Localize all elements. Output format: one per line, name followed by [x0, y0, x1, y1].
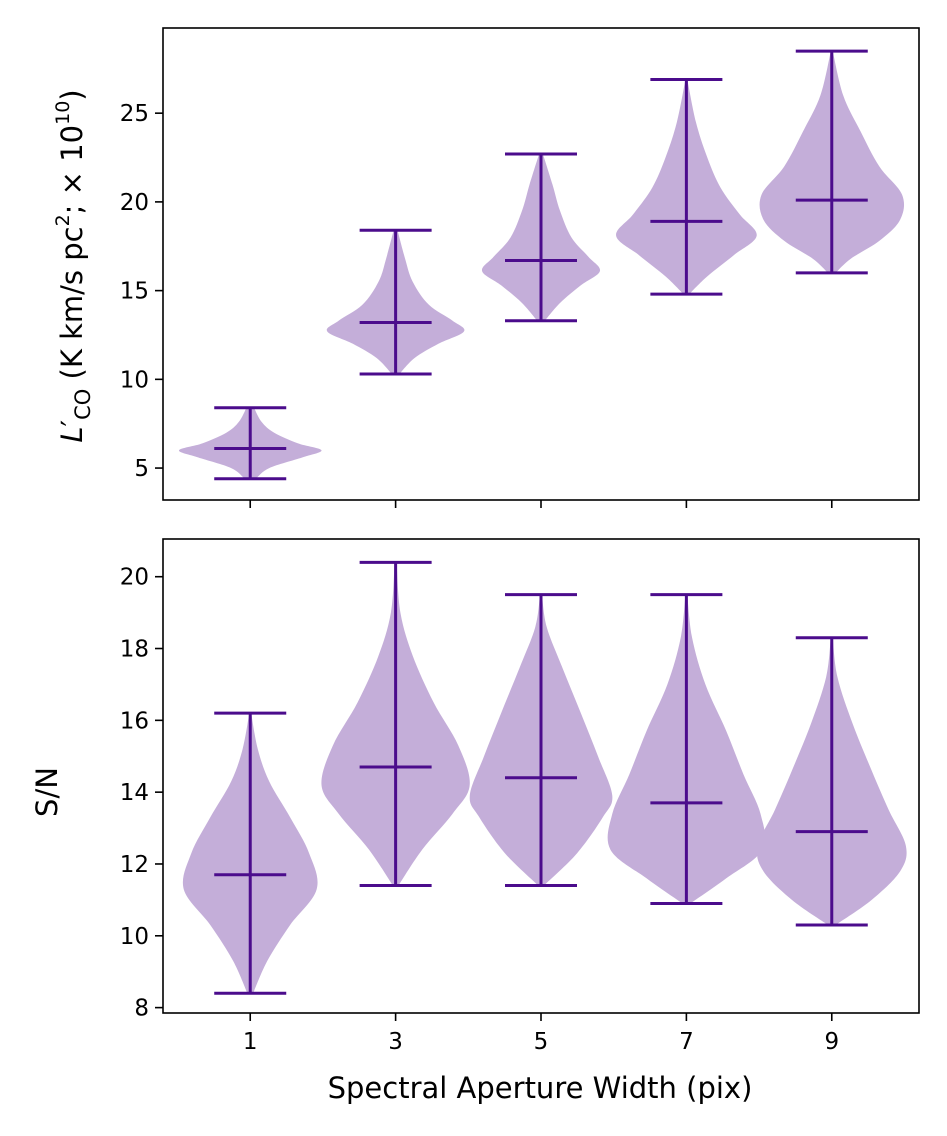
signal-to-noise-axes-frame	[162, 538, 920, 1014]
signal-to-noise-y-tick-label: 18	[120, 637, 149, 663]
luminosity-panel: 5 10 15 20 25 L′CO (K km/s pc2; × 1010)	[52, 27, 920, 508]
signal-to-noise-y-tick-label: 12	[120, 852, 149, 878]
x-tick-label: 3	[388, 1029, 403, 1055]
signal-to-noise-y-tick-label: 8	[134, 996, 149, 1022]
luminosity-y-tick-label: 10	[120, 367, 149, 393]
luminosity-y-axis-label: L′CO (K km/s pc2; × 1010)	[52, 89, 95, 442]
signal-to-noise-y-axis-label: S/N	[30, 767, 64, 817]
signal-to-noise-y-tick-label: 16	[120, 708, 149, 734]
luminosity-y-ticks: 5 10 15 20 25	[120, 101, 163, 482]
signal-to-noise-y-tick-label: 10	[120, 924, 149, 950]
x-tick-label: 5	[534, 1029, 549, 1055]
signal-to-noise-violins	[182, 560, 907, 995]
luminosity-x-ticks	[249, 500, 833, 508]
luminosity-y-tick-label: 5	[134, 456, 149, 482]
luminosity-y-tick-label: 15	[120, 279, 149, 305]
signal-to-noise-y-tick-label: 14	[120, 780, 149, 806]
luminosity-violins	[178, 49, 905, 481]
luminosity-y-tick-label: 25	[120, 101, 149, 127]
luminosity-axes-frame	[162, 27, 920, 501]
signal-to-noise-y-ticks: 8 10 12 14 16 18 20	[120, 565, 163, 1022]
x-tick-label: 1	[243, 1029, 258, 1055]
signal-to-noise-panel: 8 10 12 14 16 18 20 1 3 5 7 9 S/N Spectral Apertur…	[30, 538, 920, 1105]
x-tick-label: 9	[824, 1029, 839, 1055]
signal-to-noise-y-tick-label: 20	[120, 565, 149, 591]
x-axis-label: Spectral Aperture Width (pix)	[328, 1071, 753, 1105]
luminosity-y-tick-label: 20	[120, 190, 149, 216]
signal-to-noise-x-ticks: 1 3 5 7 9	[243, 1013, 839, 1055]
x-tick-label: 7	[679, 1029, 694, 1055]
